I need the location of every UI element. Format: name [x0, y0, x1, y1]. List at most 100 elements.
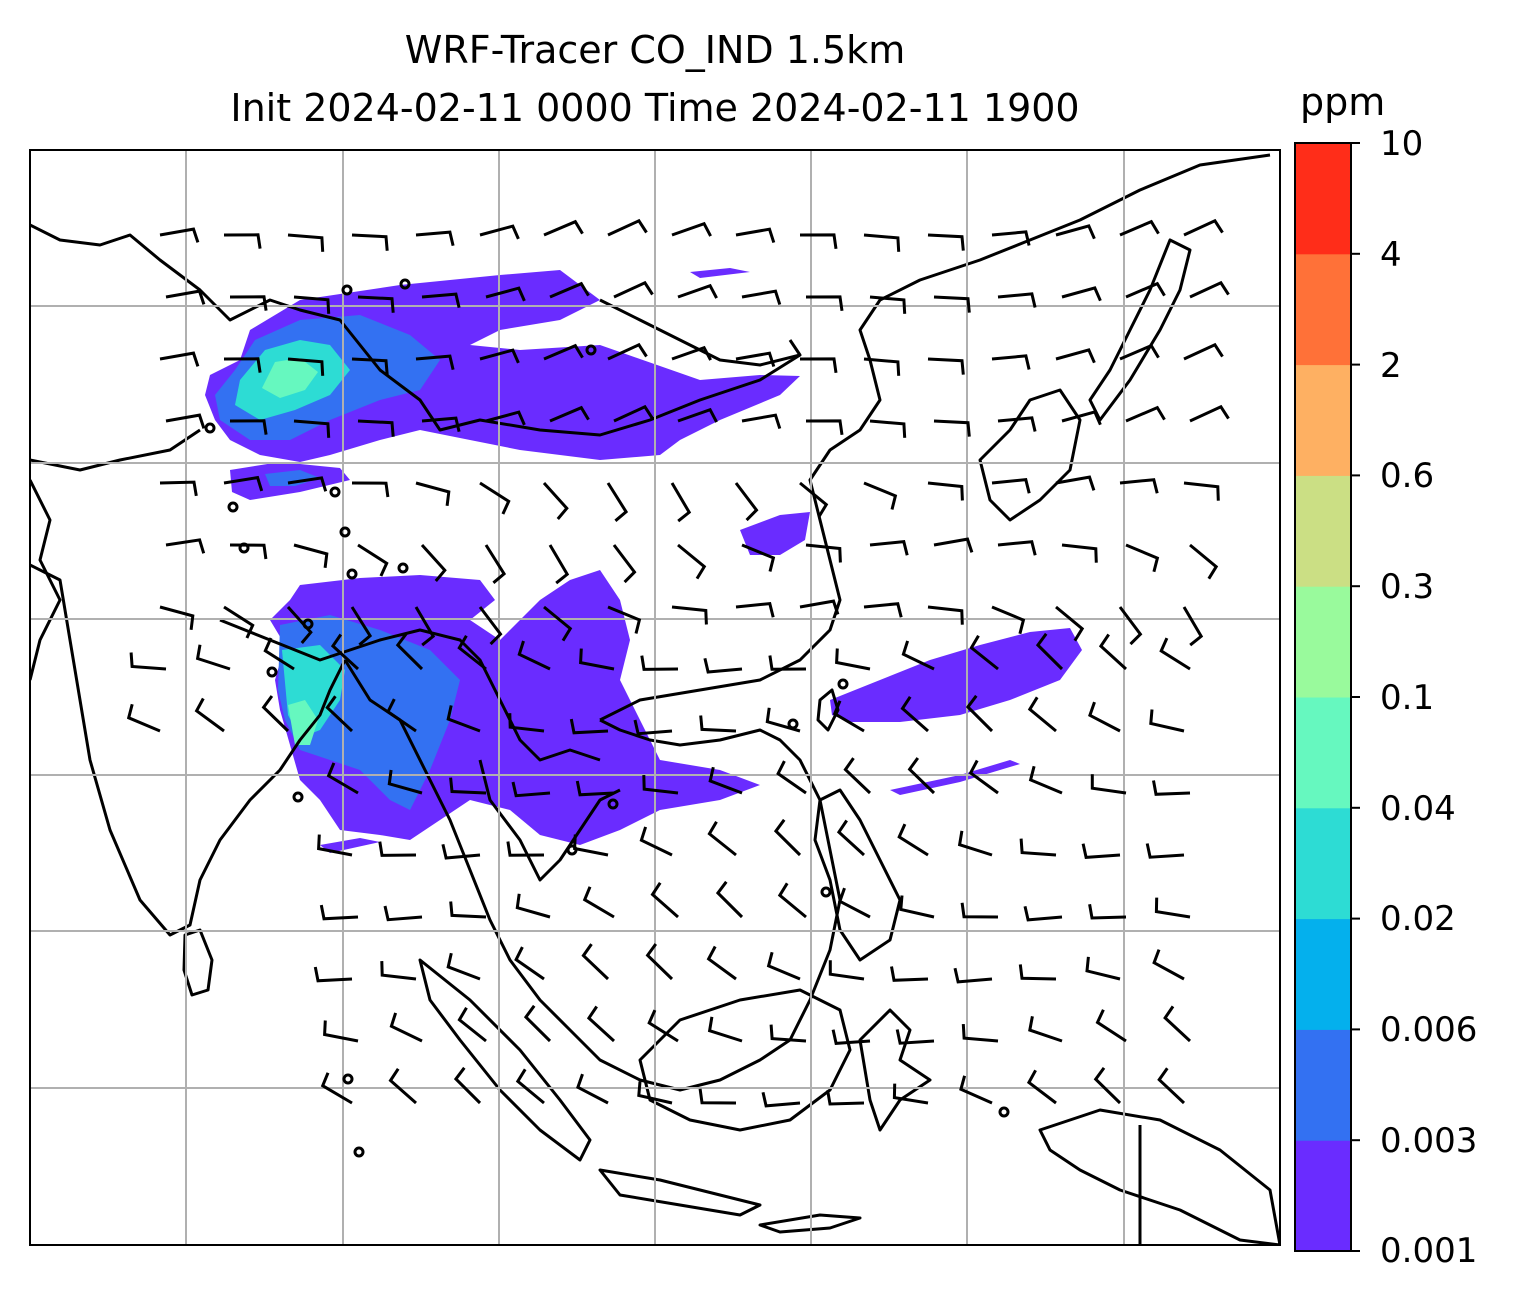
- wind-barb: [805, 543, 842, 563]
- wind-barb: [735, 601, 775, 618]
- wind-barb: [707, 820, 737, 857]
- wind-barb: [293, 295, 331, 314]
- calm-wind-marker: [204, 422, 216, 434]
- wind-barb: [1093, 1067, 1122, 1105]
- wind-barb: [869, 295, 907, 314]
- wind-barb: [165, 289, 206, 305]
- wind-barb: [607, 342, 648, 361]
- wind-barb: [706, 945, 737, 981]
- wind-barb: [640, 655, 679, 671]
- wind-barb: [777, 882, 807, 919]
- wind-barb: [907, 757, 936, 795]
- calm-wind-marker: [787, 718, 799, 730]
- wind-barb: [607, 218, 648, 237]
- wind-barb: [293, 419, 331, 438]
- wind-barb: [708, 766, 743, 795]
- tracer-plume-south-peak: [288, 700, 318, 745]
- wind-barb: [1125, 543, 1160, 573]
- wind-barb: [549, 405, 590, 423]
- wind-barb: [1035, 632, 1064, 671]
- wind-barb: [1019, 838, 1057, 857]
- wind-barb: [890, 966, 929, 982]
- border-north-1: [30, 223, 802, 437]
- wind-barb: [485, 410, 526, 426]
- wind-barb: [1061, 543, 1098, 563]
- colorbar-unit-label: ppm: [1300, 80, 1386, 124]
- wind-barb: [1145, 843, 1185, 859]
- wind-barb: [317, 834, 353, 857]
- wind-barb: [1023, 905, 1063, 922]
- wind-barb: [1119, 219, 1160, 237]
- wind-barb: [287, 357, 325, 376]
- calm-wind-marker: [820, 886, 832, 898]
- wind-barb: [286, 605, 313, 644]
- wind-barb: [1055, 605, 1085, 642]
- wind-barb: [1027, 696, 1057, 733]
- wind-barb: [969, 634, 999, 671]
- wind-barb: [357, 295, 395, 313]
- wind-barb: [961, 1024, 999, 1043]
- calm-wind-marker: [346, 568, 358, 580]
- wind-barb: [997, 540, 1037, 556]
- wind-barb: [1118, 606, 1143, 646]
- wind-barb: [1189, 404, 1230, 423]
- wind-barb: [517, 640, 551, 671]
- wind-barb: [579, 648, 615, 671]
- wind-barb: [325, 695, 354, 733]
- wind-barb: [165, 413, 206, 429]
- colorbar-tick-label: 0.1: [1380, 678, 1435, 718]
- wind-barb: [1183, 481, 1220, 501]
- wind-barb: [1154, 897, 1191, 919]
- wind-barb: [843, 757, 872, 795]
- wind-barb: [330, 633, 360, 671]
- colorbar-segment: [1295, 143, 1351, 255]
- wind-barb: [351, 481, 390, 498]
- calm-wind-marker: [837, 678, 849, 690]
- wind-barb: [1095, 1009, 1127, 1043]
- wind-barb: [575, 780, 615, 797]
- wind-barb: [446, 705, 481, 733]
- wind-barb: [515, 893, 551, 919]
- colorbar: [1295, 143, 1351, 1252]
- calm-wind-marker: [397, 562, 409, 574]
- calm-wind-marker: [353, 1146, 365, 1158]
- wind-barb: [386, 698, 417, 733]
- wind-barb: [1061, 410, 1102, 426]
- wind-barb: [351, 357, 389, 375]
- wind-barb: [542, 481, 569, 520]
- wind-barb: [991, 354, 1031, 370]
- wind-barb: [415, 481, 451, 506]
- colorbar-segment: [1295, 253, 1351, 366]
- wind-barb: [1028, 765, 1063, 795]
- wind-barb: [1125, 281, 1166, 299]
- colorbar-tick-label: 0.003: [1380, 1121, 1478, 1161]
- wind-barb: [1085, 956, 1121, 981]
- wind-barb: [421, 292, 461, 309]
- coastline-korea: [978, 388, 1082, 522]
- wind-barb: [953, 967, 993, 984]
- wind-barb: [195, 644, 231, 671]
- wind-barb: [766, 951, 801, 981]
- wind-barb: [836, 819, 866, 857]
- wind-barb: [1098, 633, 1128, 671]
- wind-barb: [569, 718, 609, 735]
- wind-barb: [159, 605, 195, 630]
- wind-barb: [320, 1072, 353, 1105]
- wind-barb: [357, 543, 389, 577]
- colorbar-tick-label: 4: [1380, 235, 1402, 275]
- wind-barb: [511, 781, 551, 798]
- wind-barb: [997, 292, 1037, 308]
- wind-barb: [420, 543, 447, 582]
- wind-barb: [389, 1012, 423, 1043]
- wind-barb: [395, 632, 424, 671]
- wind-barb: [869, 419, 907, 438]
- coastline-sumatra: [418, 958, 592, 1162]
- wind-barb: [612, 544, 637, 584]
- wind-barb: [613, 280, 654, 299]
- wind-barb: [671, 605, 708, 625]
- wind-barb: [677, 543, 707, 580]
- wind-barb: [543, 219, 584, 237]
- wind-barb: [933, 419, 971, 437]
- calm-wind-marker: [566, 844, 578, 856]
